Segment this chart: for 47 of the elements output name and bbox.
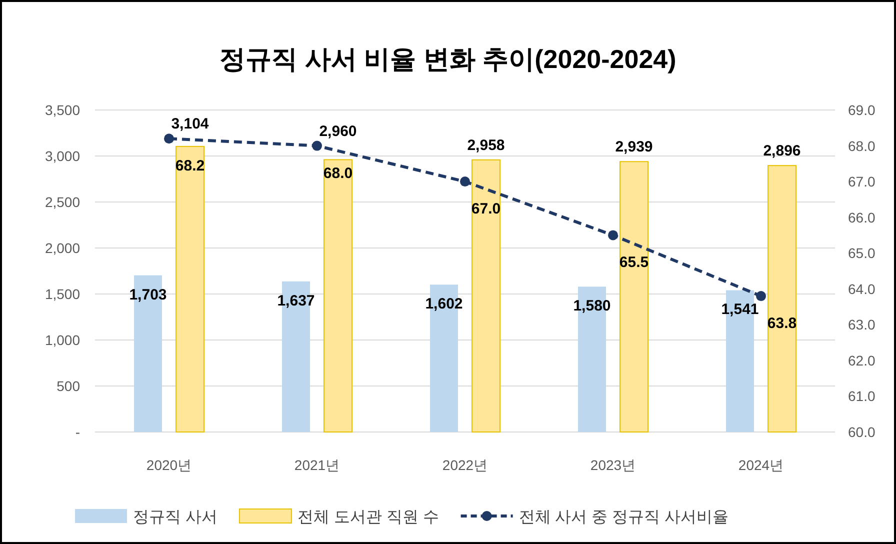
y2-tick-label: 63.0 xyxy=(848,316,876,333)
bar xyxy=(176,146,204,432)
y-tick-label: 2,500 xyxy=(44,194,80,210)
point xyxy=(756,291,766,302)
legend-label: 정규직 사서 xyxy=(133,509,218,526)
bar xyxy=(768,165,796,432)
data-label: 1,637 xyxy=(277,292,315,310)
y-tick-label: 1,500 xyxy=(44,286,80,302)
x-tick-label: 2021년 xyxy=(294,457,340,473)
data-label: 2,960 xyxy=(319,122,357,140)
point xyxy=(460,176,470,187)
y-tick-label: 3,500 xyxy=(44,102,80,118)
x-tick-label: 2023년 xyxy=(590,457,636,473)
y-tick-label: 1,000 xyxy=(44,332,80,348)
data-label: 2,896 xyxy=(763,142,801,160)
y2-tick-label: 66.0 xyxy=(848,209,876,226)
y2-tick-label: 67.0 xyxy=(848,174,876,190)
y2-tick-label: 65.0 xyxy=(848,245,876,262)
data-label: 1,541 xyxy=(721,301,759,318)
point xyxy=(164,134,174,144)
y-tick-label: 500 xyxy=(56,378,80,394)
x-tick-label: 2024년 xyxy=(738,457,784,473)
x-tick-label: 2020년 xyxy=(146,457,192,473)
y-tick-label: 2,000 xyxy=(44,240,80,256)
data-label: 2,939 xyxy=(615,138,653,156)
data-label: 1,703 xyxy=(129,286,167,304)
bar xyxy=(324,159,352,432)
y-tick-label: 3,000 xyxy=(44,148,80,164)
point xyxy=(608,230,618,240)
y2-tick-label: 64.0 xyxy=(848,280,876,297)
y2-tick-label: 69.0 xyxy=(848,102,876,118)
bar xyxy=(620,161,648,432)
data-label: 2,958 xyxy=(467,136,505,154)
bar xyxy=(472,159,500,432)
y2-tick-label: 62.0 xyxy=(848,352,876,368)
data-label: 1,580 xyxy=(573,298,611,315)
point xyxy=(312,140,322,151)
data-label: 3,104 xyxy=(171,116,210,133)
chart-title: 정규직 사서 비율 변화 추이(2020-2024) xyxy=(220,44,676,74)
legend-label: 전체 사서 중 정규직 사서비율 xyxy=(518,509,729,526)
legend-label: 전체 도서관 직원 수 xyxy=(297,509,439,526)
x-tick-label: 2022년 xyxy=(442,457,488,473)
y2-tick-label: 60.0 xyxy=(848,424,876,440)
y-tick-label: - xyxy=(75,424,80,440)
y2-tick-label: 61.0 xyxy=(848,388,876,404)
data-label: 1,602 xyxy=(425,296,463,313)
y2-tick-label: 68.0 xyxy=(848,138,876,154)
